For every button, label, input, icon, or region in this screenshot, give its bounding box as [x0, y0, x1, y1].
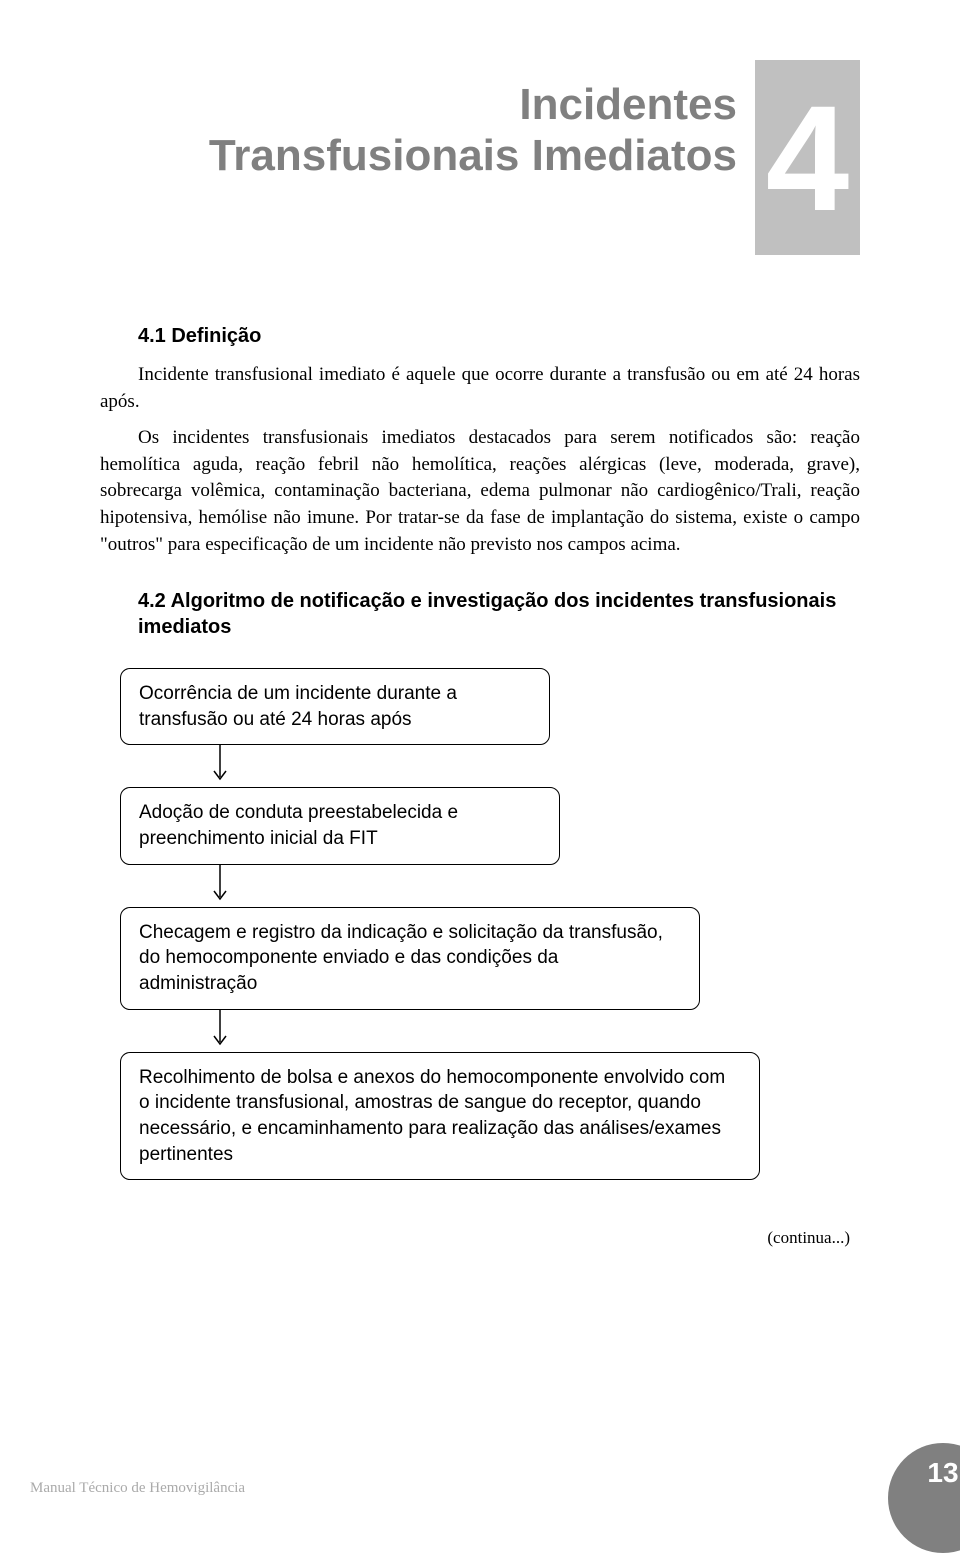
chapter-title-line2: Transfusionais Imediatos [209, 131, 737, 180]
arrow-down-icon [210, 745, 230, 787]
flowchart-box-3: Checagem e registro da indicação e solic… [120, 907, 700, 1010]
arrow-down-icon [210, 1010, 230, 1052]
chapter-number-box: 4 [755, 60, 860, 255]
flowchart-box-4: Recolhimento de bolsa e anexos do hemoco… [120, 1052, 760, 1181]
page-content: Incidentes Transfusionais Imediatos 4 4.… [0, 0, 960, 1515]
section-4-2-heading: 4.2 Algoritmo de notificação e investiga… [100, 588, 860, 640]
page-footer: Manual Técnico de Hemovigilância 13 [0, 1443, 960, 1515]
continues-text: (continua...) [100, 1228, 860, 1248]
page-number: 13 [927, 1457, 958, 1489]
chapter-header: Incidentes Transfusionais Imediatos 4 [100, 60, 860, 255]
section-4-1-paragraph-2: Os incidentes transfusionais imediatos d… [100, 425, 860, 558]
chapter-title-line1: Incidentes [519, 80, 737, 129]
flowchart-arrow-1 [120, 745, 320, 787]
footer-text: Manual Técnico de Hemovigilância [30, 1480, 245, 1515]
flowchart-arrow-3 [120, 1010, 320, 1052]
section-4-1-heading: 4.1 Definição [100, 325, 860, 348]
page-number-badge: 13 [888, 1443, 960, 1553]
flowchart-box-2: Adoção de conduta preestabelecida e pree… [120, 787, 560, 864]
chapter-title: Incidentes Transfusionais Imediatos [209, 60, 737, 181]
flowchart-arrow-2 [120, 865, 320, 907]
arrow-down-icon [210, 865, 230, 907]
flowchart-box-1: Ocorrência de um incidente durante a tra… [120, 668, 550, 745]
section-4-1-paragraph-1: Incidente transfusional imediato é aquel… [100, 362, 860, 415]
chapter-number: 4 [766, 83, 849, 233]
flowchart: Ocorrência de um incidente durante a tra… [120, 668, 860, 1180]
